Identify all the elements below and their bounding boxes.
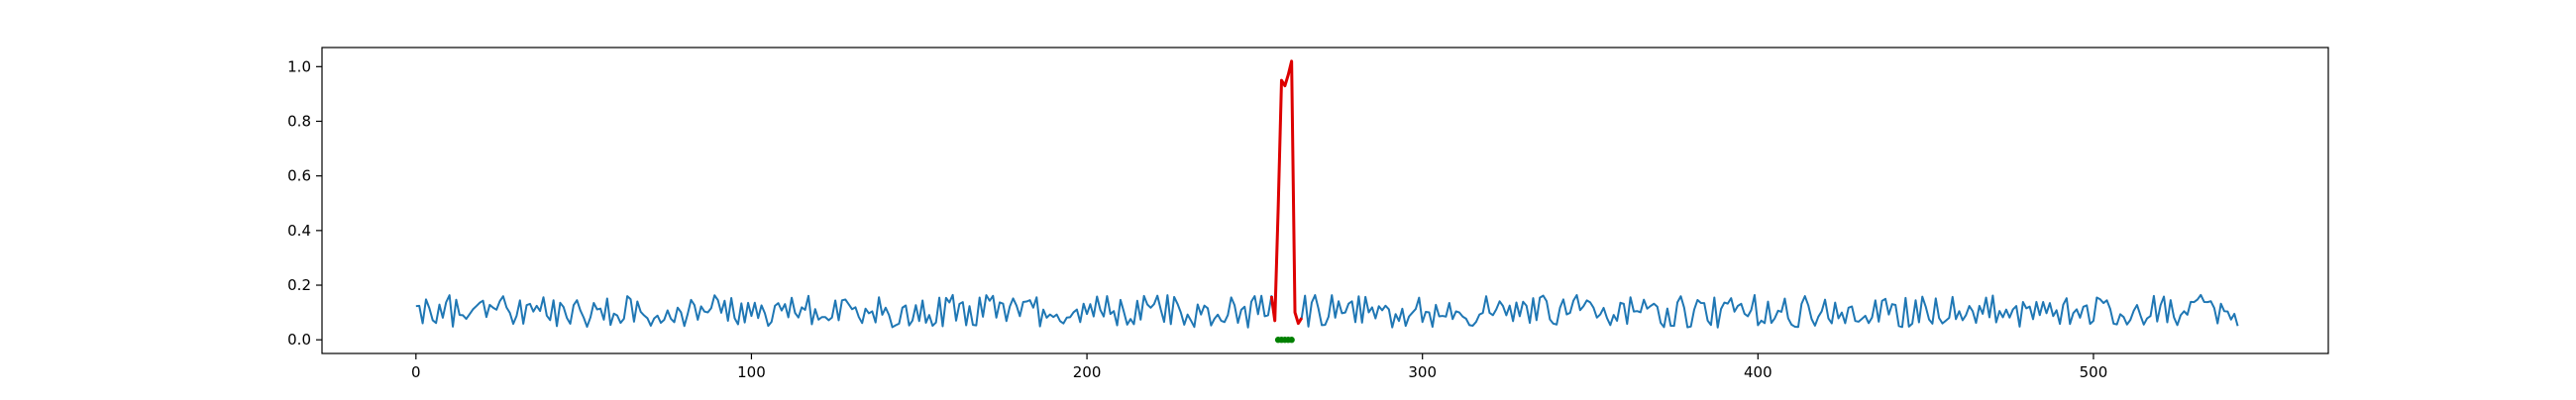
x-tick-label: 200: [1073, 363, 1102, 381]
anomaly-line: [1269, 59, 1304, 326]
series-layer: [415, 59, 2239, 329]
anomaly-marker: [1288, 337, 1295, 344]
y-tick-label: 0.6: [287, 167, 311, 185]
x-axis: 0 100 200 300 400 500: [411, 353, 2107, 381]
y-tick-label: 0.8: [287, 112, 311, 130]
x-tick-label: 100: [737, 363, 766, 381]
series-line: [415, 59, 2239, 329]
x-tick-label: 400: [1744, 363, 1772, 381]
y-tick-label: 0.4: [287, 222, 311, 240]
x-tick-label: 0: [411, 363, 421, 381]
x-tick-label: 300: [1408, 363, 1437, 381]
plot-area-frame: [321, 47, 2329, 354]
marker-layer: [1274, 337, 1295, 344]
y-tick-label: 1.0: [287, 57, 311, 75]
y-tick-label: 0.0: [287, 331, 311, 349]
x-tick-label: 500: [2080, 363, 2108, 381]
y-axis: 0.0 0.2 0.4 0.6 0.8 1.0: [287, 57, 322, 349]
anomaly-layer: [1269, 59, 1304, 326]
y-tick-label: 0.2: [287, 276, 311, 294]
